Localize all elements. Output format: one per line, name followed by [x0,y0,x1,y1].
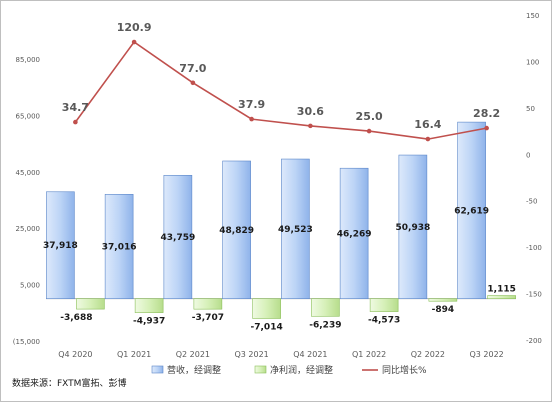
net-profit-bar [428,298,458,302]
left-axis-tick-label: 65,000 [16,112,41,120]
net-profit-value-label: -3,688 [60,313,92,323]
left-axis-tick-label: 85,000 [16,56,41,64]
left-axis-tick-label: 45,000 [16,169,41,177]
net-profit-value-label: 1,115 [487,285,515,295]
left-axis-tick-label: (15,000 [13,338,40,346]
growth-point [484,125,489,131]
growth-value-label: 28.2 [473,107,500,120]
net-profit-bar [193,298,223,310]
growth-value-label: 34.7 [62,101,89,114]
revenue-value-label: 49,523 [278,225,313,235]
category-label: Q1 2022 [352,350,386,359]
category-label: Q1 2021 [117,350,151,359]
category-label: Q3 2022 [469,350,503,359]
net-profit-bar [311,298,340,317]
net-profit-value-label: -3,707 [192,313,224,323]
right-axis-tick-label: -200 [526,337,542,345]
net-profit-bar [252,298,281,319]
net-profit-value-label: -7,014 [251,322,283,332]
legend-revenue-swatch [151,365,164,374]
net-profit-bar [369,298,399,312]
growth-point [425,136,431,142]
revenue-value-label: 46,269 [337,229,372,239]
revenue-value-label: 48,829 [219,226,254,236]
revenue-bar [281,158,310,299]
growth-point [73,119,78,125]
revenue-value-label: 62,619 [454,206,489,216]
right-axis-tick-label: 50 [526,105,535,113]
growth-value-label: 30.6 [297,105,324,118]
right-axis-tick-label: -100 [526,244,542,252]
left-axis-tick-label: 5,000 [20,282,40,290]
category-label: Q2 2022 [411,350,445,359]
growth-point [308,123,313,129]
net-profit-value-label: -4,573 [368,316,400,326]
growth-point [366,128,372,134]
right-axis-tick-label: 100 [526,58,539,66]
right-axis-tick-label: 0 [526,151,530,159]
revenue-bar [222,160,251,299]
right-axis-tick-label: -50 [526,198,537,206]
growth-point [249,116,254,122]
revenue-bar [46,191,75,299]
growth-value-label: 77.0 [179,62,206,75]
source-note: 数据来源：FXTM富拓、彭博 [12,377,126,389]
legend-net-profit-label: 净利润，经调整 [270,364,333,376]
right-axis-tick-label: -150 [526,291,542,299]
growth-value-label: 25.0 [356,110,383,123]
revenue-value-label: 37,016 [102,243,137,253]
net-profit-bar [76,298,105,310]
left-axis-tick-label: 25,000 [16,225,41,233]
revenue-bar [163,174,193,300]
revenue-bar [104,194,134,299]
growth-line [74,40,487,140]
category-label: Q4 2020 [58,350,92,359]
revenue-value-label: 50,938 [396,223,431,233]
growth-point [190,80,196,86]
revenue-value-label: 43,759 [161,233,196,243]
growth-point [131,39,137,45]
category-label: Q2 2021 [176,350,210,359]
legend-growth-label: 同比增长% [382,364,427,376]
net-profit-bar [487,295,516,299]
legend-revenue-label: 营收，经调整 [167,364,221,376]
net-profit-value-label: -4,937 [133,317,165,327]
net-profit-value-label: -6,239 [309,320,341,330]
growth-value-label: 120.9 [117,21,152,34]
growth-value-label: 16.4 [414,118,441,131]
legend-net-profit-swatch [254,365,267,374]
growth-value-label: 37.9 [238,98,265,111]
revenue-bar [339,167,369,299]
revenue-bar [398,154,428,299]
revenue-bar [457,121,486,300]
right-axis-tick-label: 150 [526,12,539,20]
net-profit-value-label: -894 [432,305,455,315]
category-label: Q4 2021 [293,350,327,359]
revenue-value-label: 37,918 [43,241,78,251]
category-label: Q3 2021 [234,350,268,359]
net-profit-bar [134,298,164,313]
